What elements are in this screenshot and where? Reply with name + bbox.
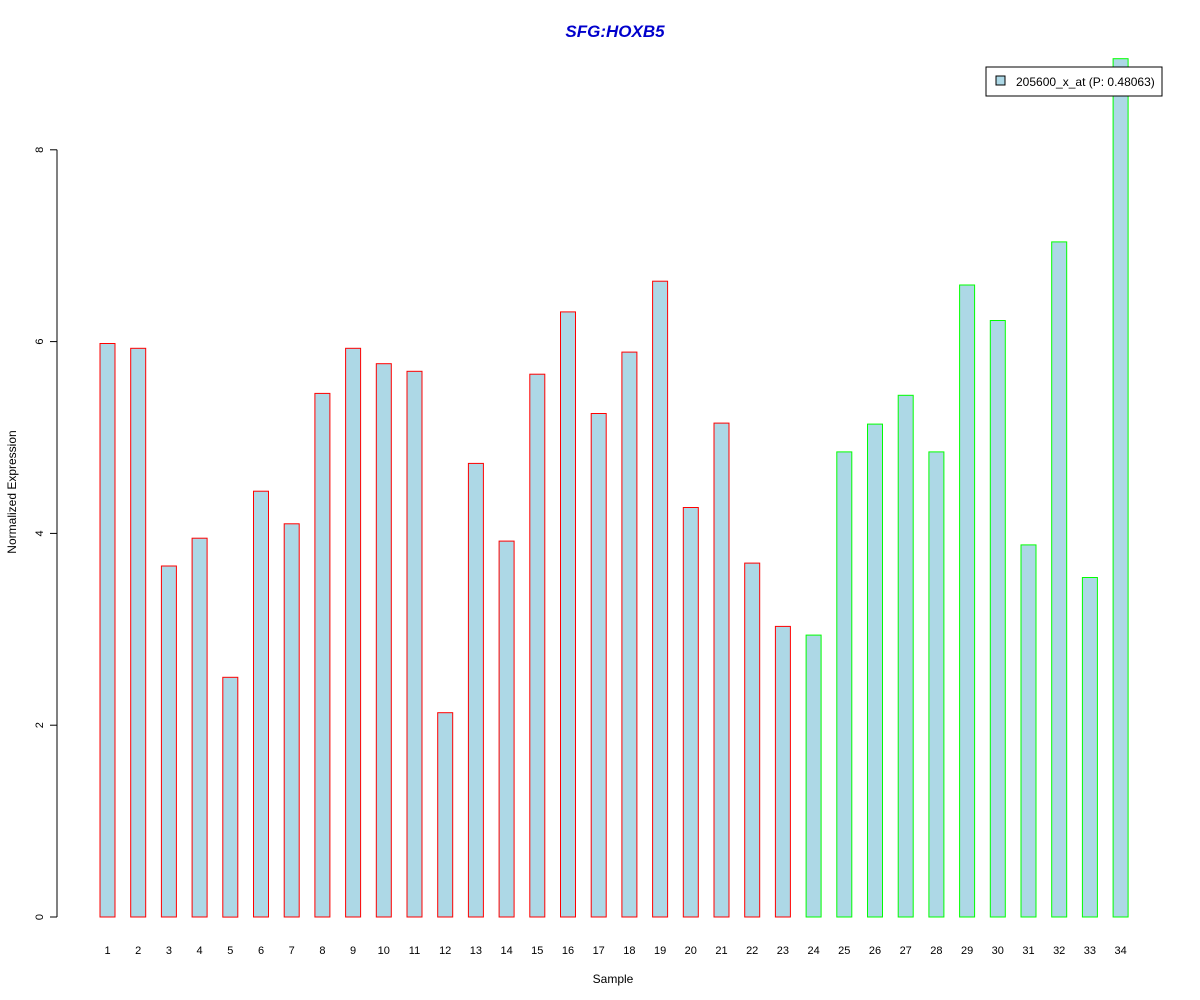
bar-sample-34: [1112, 58, 1129, 918]
x-tick-label: 23: [777, 945, 789, 957]
x-tick-label: 12: [439, 945, 451, 957]
bar-sample-6: [253, 490, 269, 918]
x-tick-label: 31: [1022, 945, 1034, 957]
bar-sample-21: [713, 422, 730, 918]
x-tick-label: 1: [104, 945, 110, 957]
x-tick-label: 9: [350, 945, 356, 957]
legend-label: 205600_x_at (P: 0.48063): [1016, 75, 1155, 89]
legend-box: [985, 66, 1163, 97]
x-tick-label: 29: [961, 945, 973, 957]
bar-sample-7: [283, 523, 300, 918]
x-tick-label: 25: [838, 945, 850, 957]
y-axis: 0 2 4 6 8: [34, 147, 58, 920]
x-tick-label: 22: [746, 945, 758, 957]
bar-sample-32: [1051, 241, 1068, 918]
x-tick-label: 30: [992, 945, 1004, 957]
y-tick-label: 6: [34, 339, 46, 345]
x-tick-label: 2: [135, 945, 141, 957]
legend: 205600_x_at (P: 0.48063): [985, 66, 1163, 97]
bar-sample-19: [652, 280, 669, 918]
bar-sample-33: [1081, 577, 1098, 918]
x-tick-label: 34: [1114, 945, 1126, 957]
x-tick-label: 20: [685, 945, 697, 957]
x-tick-label: 27: [900, 945, 912, 957]
bar-sample-10: [375, 363, 392, 918]
y-tick-label: 8: [34, 147, 46, 153]
bar-sample-9: [345, 347, 362, 918]
x-tick-label: 17: [593, 945, 605, 957]
x-tick-label: 13: [470, 945, 482, 957]
x-tick-label: 28: [930, 945, 942, 957]
bars-group: [99, 58, 1129, 918]
x-tick-label: 26: [869, 945, 881, 957]
y-tick-label: 4: [34, 530, 46, 536]
x-tick-label: 24: [807, 945, 819, 957]
x-tick-label: 14: [500, 945, 512, 957]
bar-sample-17: [590, 413, 607, 918]
bar-sample-16: [560, 311, 576, 918]
x-tick-label: 19: [654, 945, 666, 957]
bar-sample-12: [437, 712, 454, 918]
x-tick-label: 15: [531, 945, 543, 957]
x-tick-label: 4: [197, 945, 203, 957]
bar-sample-23: [774, 625, 791, 918]
x-tick-label: 21: [715, 945, 727, 957]
bar-sample-25: [836, 451, 853, 918]
bar-sample-8: [314, 392, 331, 918]
bar-sample-27: [897, 394, 914, 918]
bar-sample-18: [621, 351, 638, 918]
x-tick-label: 6: [258, 945, 264, 957]
x-tick-label: 32: [1053, 945, 1065, 957]
bar-sample-26: [867, 423, 883, 918]
y-axis-label: Normalized Expression: [5, 430, 19, 553]
bar-sample-31: [1020, 544, 1037, 918]
x-tick-labels: 1 2 3 4 5 6 7 8 9 10 11 12 13 14 15 16 17 18 19 20 21 22 23 24 2…: [104, 945, 1126, 957]
y-tick-label: 0: [34, 914, 46, 920]
bar-sample-11: [406, 370, 423, 918]
bar-sample-13: [467, 462, 484, 918]
x-tick-label: 3: [166, 945, 172, 957]
y-tick-label: 2: [34, 722, 46, 728]
x-tick-label: 16: [562, 945, 574, 957]
bar-sample-15: [529, 373, 546, 918]
bar-sample-2: [130, 347, 147, 918]
x-tick-label: 5: [227, 945, 233, 957]
bar-sample-1: [99, 343, 116, 918]
x-tick-label: 10: [378, 945, 390, 957]
chart-title: SFG:HOXB5: [565, 22, 665, 41]
x-tick-label: 33: [1084, 945, 1096, 957]
x-tick-label: 8: [319, 945, 325, 957]
legend-swatch: [995, 75, 1006, 86]
bar-sample-28: [928, 451, 945, 918]
bar-sample-20: [682, 507, 699, 918]
x-tick-label: 7: [289, 945, 295, 957]
x-tick-label: 18: [623, 945, 635, 957]
bar-sample-3: [160, 565, 177, 918]
bar-sample-22: [744, 562, 761, 918]
x-tick-label: 11: [409, 945, 420, 957]
bar-sample-5: [222, 676, 239, 918]
bar-sample-4: [191, 537, 208, 918]
bar-sample-14: [498, 540, 515, 918]
x-axis-label: Sample: [593, 972, 634, 986]
bar-sample-30: [989, 320, 1006, 918]
bar-sample-29: [959, 284, 976, 918]
bar-sample-24: [805, 634, 822, 918]
